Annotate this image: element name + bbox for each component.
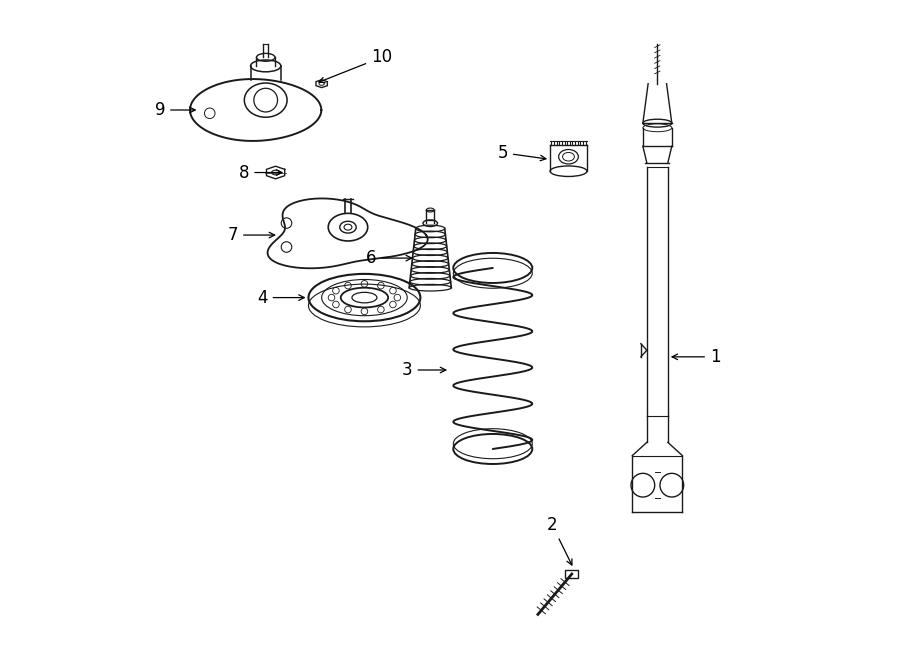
Text: 6: 6 [365, 249, 411, 267]
Text: 7: 7 [228, 226, 274, 244]
Text: 3: 3 [402, 361, 446, 379]
Text: 10: 10 [319, 48, 392, 83]
Circle shape [281, 218, 292, 228]
Circle shape [281, 242, 292, 253]
Text: 1: 1 [672, 348, 721, 366]
Circle shape [390, 301, 396, 308]
Text: 8: 8 [238, 163, 282, 182]
Circle shape [328, 294, 335, 301]
Text: 9: 9 [155, 101, 195, 119]
Circle shape [378, 306, 384, 313]
Circle shape [333, 301, 339, 308]
Circle shape [390, 288, 396, 294]
Circle shape [361, 280, 368, 287]
Circle shape [394, 294, 400, 301]
Circle shape [378, 282, 384, 289]
Text: 5: 5 [498, 144, 546, 162]
Circle shape [345, 282, 351, 289]
Circle shape [361, 308, 368, 315]
Bar [565, 570, 579, 578]
Text: 4: 4 [257, 289, 304, 307]
Circle shape [345, 306, 351, 313]
Circle shape [333, 288, 339, 294]
Text: 2: 2 [546, 516, 572, 565]
